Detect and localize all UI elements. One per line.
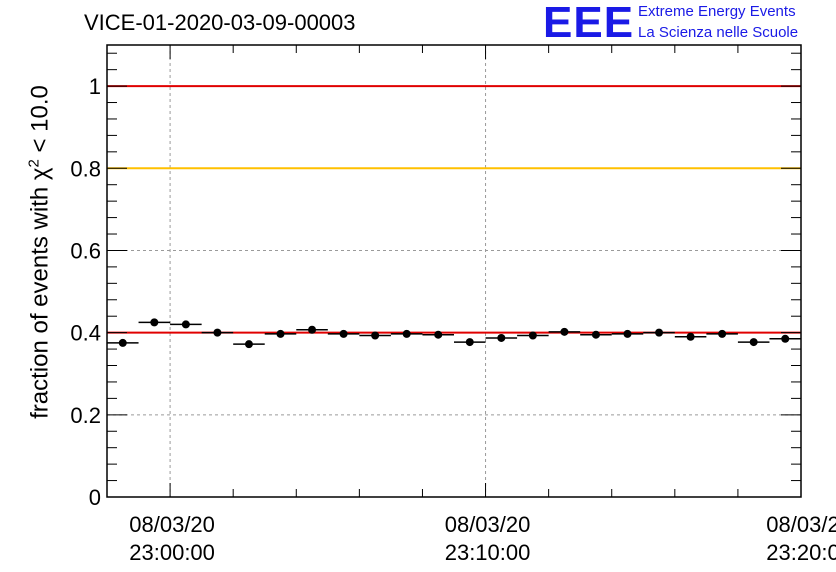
eee-logo: EEE: [543, 0, 635, 47]
data-point: [749, 338, 758, 347]
data-point: [150, 318, 159, 327]
data-point: [686, 332, 695, 341]
x-tick-label-date: 08/03/20: [129, 512, 215, 537]
data-point: [781, 334, 790, 343]
y-tick-label: 0.8: [70, 156, 101, 181]
data-point: [591, 330, 600, 339]
data-point: [213, 328, 222, 337]
data-series: [107, 318, 801, 349]
x-tick-label-time: 23:20:0: [766, 540, 836, 565]
y-tick-label: 0: [89, 485, 101, 510]
reference-lines: [107, 85, 801, 334]
y-axis-label-prefix: fraction of events with: [26, 180, 54, 419]
y-tick-label: 0.4: [70, 321, 101, 346]
logo-text-line2: La Scienza nelle Scuole: [638, 24, 799, 41]
data-point: [371, 331, 380, 340]
x-tick-label-date: 08/03/2: [766, 512, 836, 537]
logo-text-line1: Extreme Energy Events: [638, 3, 796, 20]
x-tick-label-time: 23:10:00: [445, 540, 531, 565]
y-tick-label: 0.2: [70, 403, 101, 428]
data-point: [402, 329, 411, 338]
data-point: [434, 330, 443, 339]
y-axis-label: fraction of events with χ2 < 10.0: [26, 85, 55, 419]
data-point: [181, 320, 190, 329]
y-axis-label-suffix: < 10.0: [26, 85, 54, 160]
y-tick-label: 1: [89, 74, 101, 99]
data-point: [497, 333, 506, 342]
x-tick-label-time: 23:00:00: [129, 540, 215, 565]
y-axis-label-symbol: χ: [26, 167, 54, 181]
data-point: [655, 328, 664, 337]
data-point: [528, 331, 537, 340]
data-point: [276, 329, 285, 338]
data-point: [465, 338, 474, 347]
data-point: [308, 325, 317, 334]
data-point: [718, 329, 727, 338]
data-point: [244, 340, 253, 349]
data-point: [623, 329, 632, 338]
grid-lines: [107, 45, 801, 497]
y-tick-label: 0.6: [70, 238, 101, 263]
data-point: [118, 338, 127, 347]
tick-labels: 0 0.2 0.4 0.6 0.8 1 08/03/20 23:00:00 08/03/20 23…: [70, 74, 836, 565]
plot-frame: [106, 44, 802, 498]
chart-title: VICE-01-2020-03-09-00003: [84, 10, 356, 35]
axis-ticks: [106, 45, 802, 498]
x-tick-label-date: 08/03/20: [445, 512, 531, 537]
data-point: [339, 329, 348, 338]
data-point: [560, 327, 569, 336]
y-axis-label-exponent: 2: [25, 159, 43, 168]
